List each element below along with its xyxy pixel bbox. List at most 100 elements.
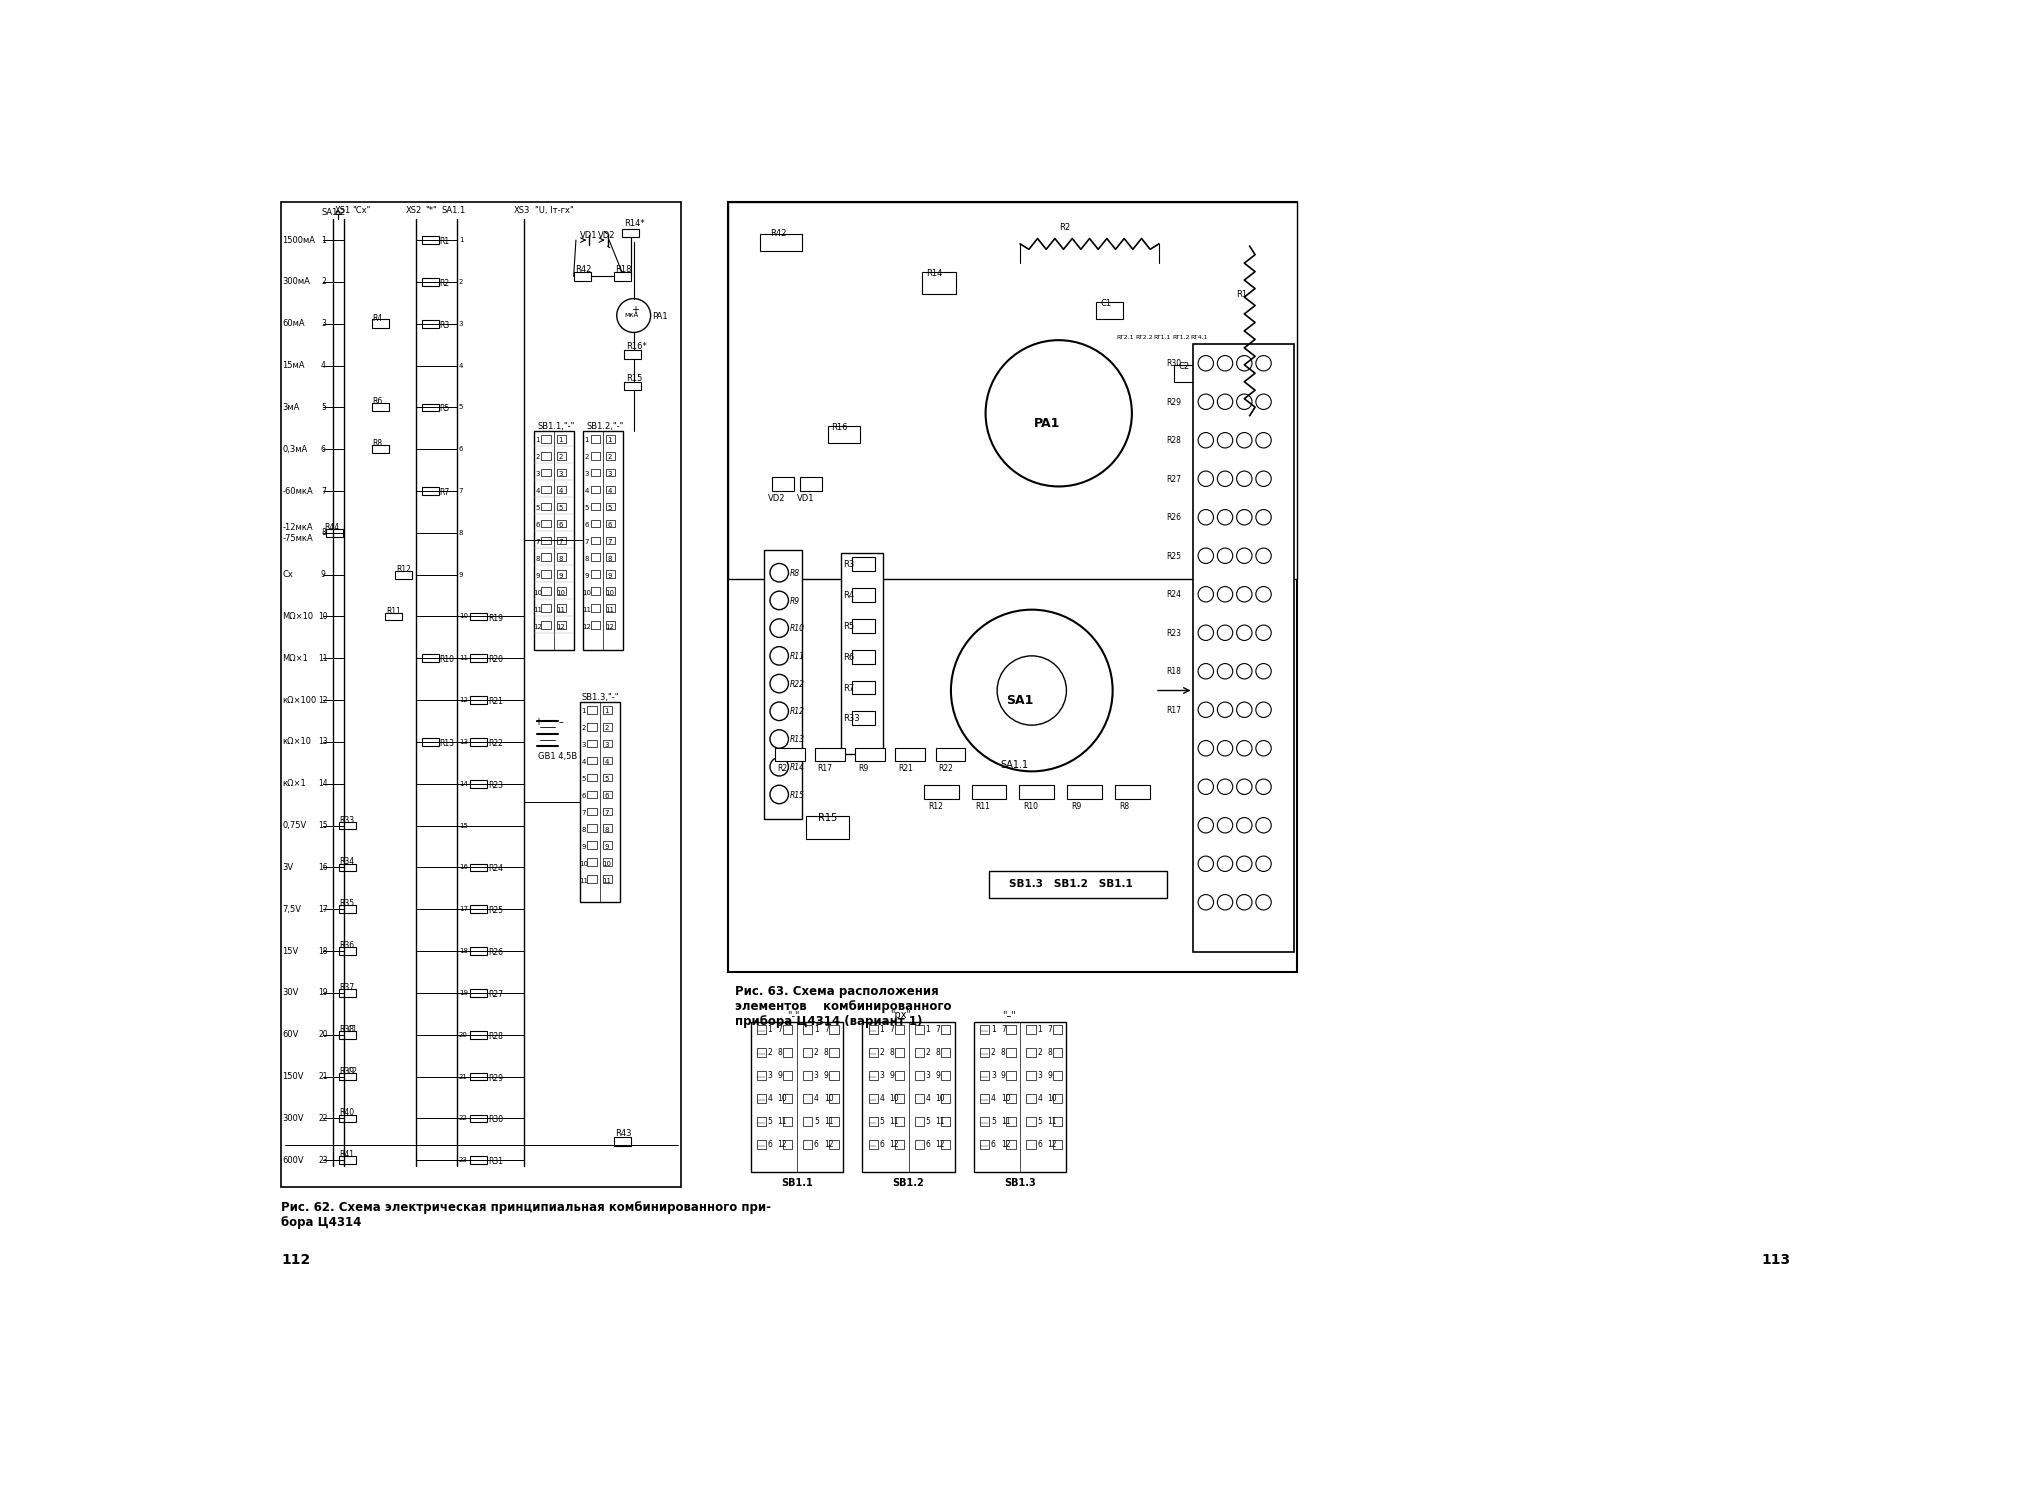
Text: 4: 4 [1038, 1094, 1042, 1102]
Bar [757, 1024, 767, 1033]
Text: "–": "–" [1001, 1010, 1016, 1020]
Text: 8: 8 [459, 530, 463, 536]
Bar [471, 1156, 488, 1164]
Text: 8: 8 [890, 1048, 894, 1058]
Text: 4: 4 [605, 759, 609, 765]
Text: 7: 7 [777, 1024, 783, 1033]
Bar [757, 1140, 767, 1149]
Text: 300мА: 300мА [283, 278, 310, 286]
Circle shape [1256, 818, 1270, 833]
Text: 2: 2 [459, 279, 463, 285]
Circle shape [1256, 856, 1270, 871]
Text: 11: 11 [583, 606, 591, 612]
Bar [542, 588, 550, 596]
Bar [591, 570, 599, 578]
Circle shape [771, 591, 789, 609]
Bar [542, 435, 550, 442]
Text: R9: R9 [791, 597, 801, 606]
Bar [1026, 1071, 1036, 1080]
Text: 7: 7 [605, 810, 609, 816]
Bar [868, 1071, 878, 1080]
Bar [583, 430, 623, 651]
Bar [852, 620, 876, 633]
Text: R12: R12 [397, 566, 411, 574]
Text: 7: 7 [459, 488, 463, 494]
Bar [603, 706, 613, 714]
Text: -12мкА
-75мкА: -12мкА -75мкА [283, 524, 314, 543]
Text: 3: 3 [322, 320, 326, 328]
Text: 3: 3 [813, 1071, 819, 1080]
Text: R30: R30 [488, 1116, 504, 1125]
Text: 2: 2 [880, 1048, 884, 1058]
Bar [281, 201, 682, 1186]
Bar [852, 681, 876, 694]
Text: 1: 1 [585, 438, 589, 444]
Text: 19: 19 [318, 988, 328, 998]
Text: 15: 15 [459, 822, 467, 828]
Circle shape [1218, 586, 1232, 602]
Text: 8: 8 [581, 827, 587, 833]
Bar [423, 654, 439, 662]
Circle shape [1218, 626, 1232, 640]
Circle shape [1218, 471, 1232, 486]
Text: SA1.1: SA1.1 [1001, 760, 1030, 770]
Text: GB1 4,5В: GB1 4,5В [538, 752, 577, 760]
Bar [623, 228, 639, 237]
Text: мкА: мкА [625, 312, 639, 318]
Text: 5: 5 [322, 404, 326, 412]
Circle shape [985, 340, 1133, 486]
Circle shape [1256, 356, 1270, 370]
Bar [338, 906, 356, 914]
Bar [556, 588, 566, 596]
Bar [603, 825, 613, 833]
Text: 1: 1 [536, 438, 540, 444]
Bar [625, 381, 641, 390]
Text: 12: 12 [890, 1140, 898, 1149]
Bar [1052, 1118, 1062, 1126]
Text: 4: 4 [767, 1094, 773, 1102]
Text: 600V: 600V [283, 1155, 303, 1164]
Bar [941, 1071, 951, 1080]
Text: 1: 1 [1038, 1024, 1042, 1033]
Text: R14*: R14* [623, 219, 643, 228]
Circle shape [1236, 356, 1252, 370]
Bar [1005, 1140, 1016, 1149]
Text: 10: 10 [823, 1094, 833, 1102]
Text: 1: 1 [813, 1024, 819, 1033]
Bar [603, 858, 613, 865]
Text: 3мА: 3мА [283, 404, 299, 412]
Text: 11: 11 [777, 1118, 787, 1126]
Circle shape [771, 620, 789, 638]
Text: 8: 8 [1048, 1048, 1052, 1058]
Bar [556, 604, 566, 612]
Bar [603, 790, 613, 798]
Bar [1052, 1140, 1062, 1149]
Text: 22: 22 [320, 1114, 328, 1124]
Bar [981, 1071, 989, 1080]
Bar [914, 1140, 925, 1149]
Text: 10: 10 [532, 590, 542, 596]
Bar [587, 756, 597, 765]
Bar [935, 748, 965, 760]
Bar [829, 1118, 838, 1126]
Bar [829, 1094, 838, 1102]
Bar [803, 1118, 813, 1126]
Circle shape [771, 758, 789, 776]
Text: R42: R42 [575, 264, 591, 273]
Text: 6: 6 [991, 1140, 995, 1149]
Text: -60мкА: -60мкА [283, 486, 314, 495]
Text: SA1.2: SA1.2 [322, 207, 346, 216]
Bar [587, 723, 597, 730]
Text: R24: R24 [1167, 591, 1181, 600]
Text: 1: 1 [880, 1024, 884, 1033]
Text: R15: R15 [819, 813, 838, 824]
Bar [607, 468, 615, 477]
Text: 10: 10 [318, 612, 328, 621]
Bar [587, 842, 597, 849]
Text: R38: R38 [338, 1024, 354, 1033]
Bar [803, 1048, 813, 1058]
Text: R37: R37 [338, 982, 354, 992]
Text: 16: 16 [318, 862, 328, 871]
Text: 14: 14 [459, 782, 467, 788]
Text: 9: 9 [1048, 1071, 1052, 1080]
